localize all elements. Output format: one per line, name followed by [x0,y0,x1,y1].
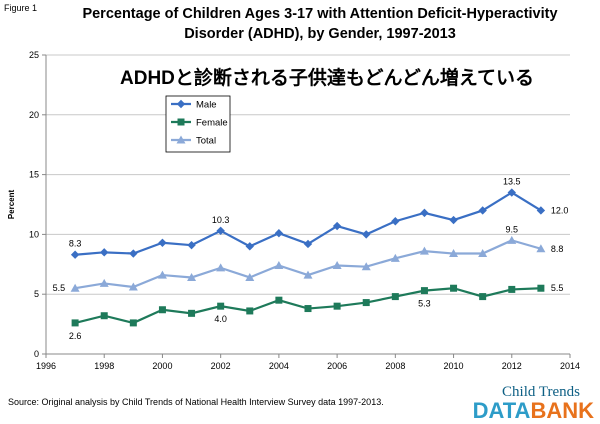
data-point-male [391,217,400,226]
figure-label: Figure 1 [4,3,38,13]
data-point-female [158,306,166,314]
data-label: 4.0 [214,314,227,324]
x-tick-label: 1998 [94,361,114,371]
data-point-female [246,307,254,315]
y-tick-label: 25 [29,50,39,60]
data-point-female [129,319,137,327]
x-tick-label: 1996 [36,361,56,371]
data-point-male [536,206,546,215]
chart-title-line2: Disorder (ADHD), by Gender, 1997-2013 [184,26,456,42]
data-label: 5.3 [418,299,431,309]
chart-title-line1: Percentage of Children Ages 3-17 with At… [82,6,558,22]
data-point-female [275,296,283,304]
data-point-male [158,238,167,247]
data-point-total [361,262,371,271]
data-label: 9.5 [506,224,519,234]
data-point-total [536,244,546,253]
data-point-male [449,215,458,225]
data-point-total [216,263,226,272]
data-point-female [508,285,516,293]
data-label: 12.0 [551,205,569,215]
data-point-total [449,249,459,258]
data-point-male [187,240,196,250]
data-point-total [157,270,167,279]
data-point-female [188,309,196,317]
data-point-female [537,284,545,292]
data-point-male [507,188,516,197]
child-trends-databank-logo: Child Trends DATABANK [454,384,594,422]
data-point-male [216,226,225,236]
legend-marker-male [176,99,186,109]
logo-top-text: Child Trends [502,384,580,400]
data-label: 13.5 [503,177,521,187]
data-point-total [507,235,517,244]
legend-label-female: Female [196,118,228,129]
y-tick-label: 10 [29,229,39,239]
logo-bottom-text: DATABANK [454,400,594,422]
data-point-total [187,272,197,281]
data-point-total [128,282,138,291]
data-point-total [332,260,342,269]
source-note: Source: Original analysis by Child Trend… [8,397,384,407]
data-point-total [419,246,429,255]
data-point-male [362,230,371,239]
data-point-total [303,270,313,279]
overlay-title-jp: ADHDと診断される子供達もどんどん増えている [120,68,534,89]
data-point-female [217,302,225,310]
logo-data-text: DATA [472,398,531,423]
legend-marker-female [177,118,185,126]
data-point-female [362,299,370,307]
x-tick-label: 2012 [502,361,522,371]
data-point-total [245,272,255,281]
legend-marker-total [176,135,186,144]
x-tick-label: 2000 [152,361,172,371]
data-label: 8.3 [69,239,82,249]
y-tick-label: 5 [34,289,39,299]
data-point-total [99,278,109,287]
data-label: 2.6 [69,331,82,341]
y-axis-label: Percent [7,189,16,219]
data-label: 8.8 [551,244,564,254]
data-point-male [274,229,284,238]
x-tick-label: 2004 [269,361,289,371]
legend: Male Female Total [165,95,231,153]
x-tick-label: 2014 [560,361,580,371]
data-point-male [70,250,80,259]
x-tick-label: 2006 [327,361,347,371]
data-label: 5.5 [53,283,66,293]
legend-label-male: Male [196,100,217,111]
x-tick-label: 2002 [211,361,231,371]
data-point-female [304,305,312,313]
data-label: 10.3 [212,215,230,225]
data-label: 5.5 [551,283,564,293]
x-tick-label: 2008 [385,361,405,371]
y-tick-label: 20 [29,110,39,120]
data-point-female [420,287,428,295]
x-tick-label: 2010 [444,361,464,371]
y-tick-label: 0 [34,349,39,359]
logo-bank-text: BANK [530,398,594,423]
y-tick-label: 15 [29,170,39,180]
data-point-male [478,206,487,215]
data-point-total [70,283,80,292]
data-point-male [420,208,429,218]
data-point-male [303,239,313,249]
data-point-male [100,248,109,257]
data-point-total [478,249,488,258]
legend-label-total: Total [196,136,216,147]
data-point-female [100,312,108,320]
data-point-total [274,260,284,269]
data-point-female [71,319,79,327]
data-point-female [391,293,399,301]
chart-title: Percentage of Children Ages 3-17 with At… [70,4,570,44]
data-point-female [450,284,458,292]
data-point-female [479,293,487,301]
legend-box [165,95,231,153]
data-point-male [129,249,138,258]
data-point-male [332,221,342,231]
data-point-total [390,253,400,262]
data-point-female [333,302,341,310]
data-point-male [245,242,254,251]
